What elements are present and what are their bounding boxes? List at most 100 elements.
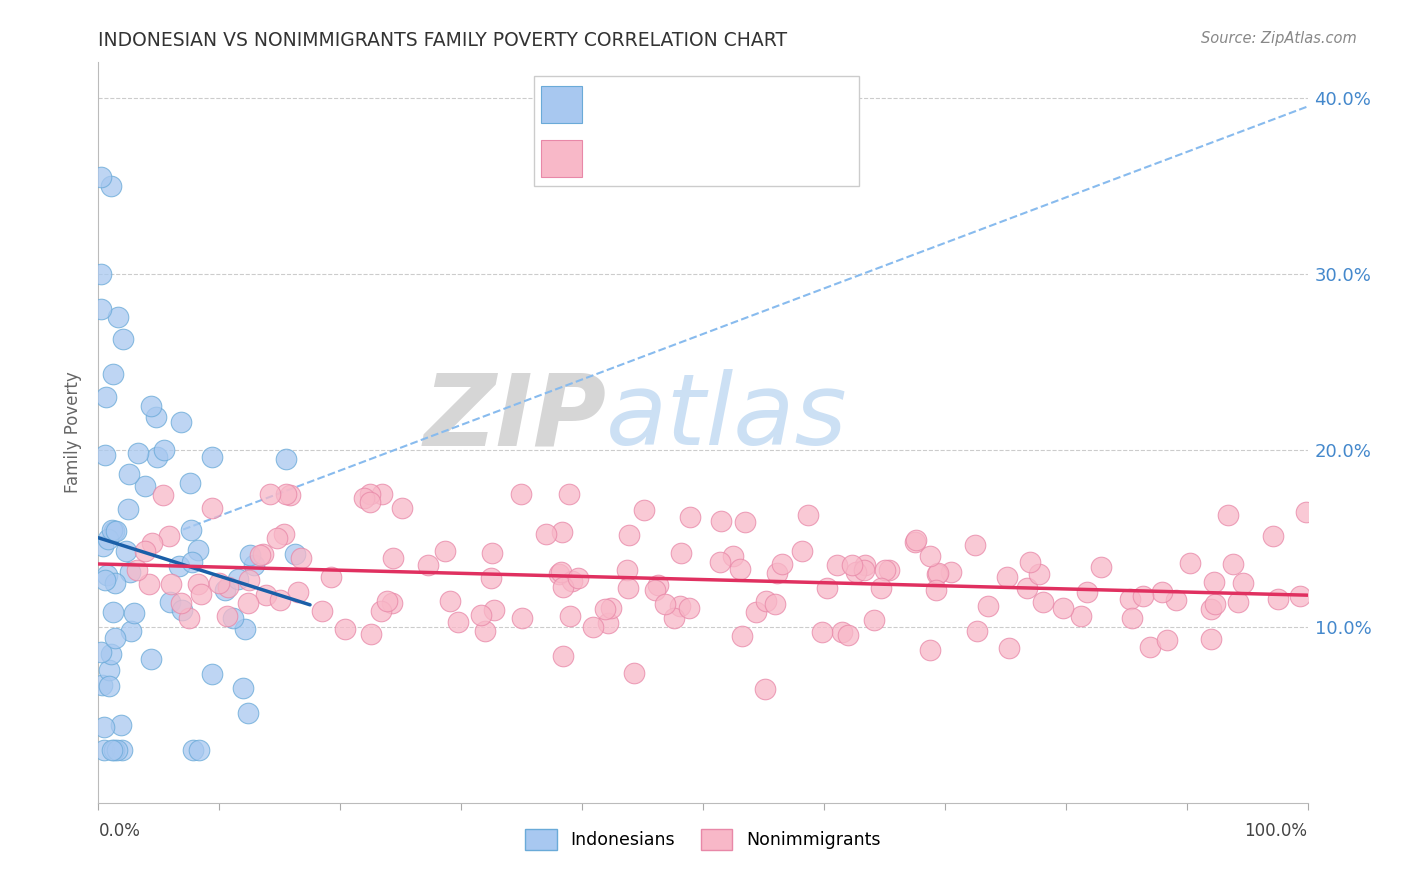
Point	[101, 743, 124, 757]
Point	[553, 580, 575, 594]
Point	[236, 596, 259, 610]
Point	[766, 566, 789, 581]
Point	[678, 601, 700, 615]
Point	[709, 555, 731, 569]
Point	[170, 415, 193, 429]
Point	[94, 448, 117, 462]
Point	[120, 624, 142, 638]
Point	[201, 501, 224, 516]
Point	[995, 570, 1018, 584]
Point	[179, 475, 201, 490]
Point	[273, 526, 295, 541]
Point	[560, 608, 582, 623]
Point	[101, 605, 124, 619]
Point	[754, 681, 776, 696]
Point	[93, 743, 115, 757]
Point	[115, 544, 138, 558]
Point	[617, 582, 640, 596]
Point	[266, 531, 288, 545]
Point	[481, 546, 503, 560]
Point	[100, 648, 122, 662]
Point	[1232, 575, 1254, 590]
Point	[269, 592, 291, 607]
Point	[669, 546, 692, 560]
Point	[845, 565, 868, 579]
Point	[201, 667, 224, 681]
Point	[104, 576, 127, 591]
Point	[1263, 529, 1285, 543]
Point	[145, 450, 167, 465]
Point	[90, 645, 112, 659]
Point	[107, 310, 129, 324]
Point	[963, 538, 986, 552]
Point	[561, 574, 583, 588]
Point	[103, 743, 125, 757]
Point	[416, 558, 439, 573]
Point	[236, 706, 259, 720]
Point	[381, 596, 404, 610]
Point	[167, 559, 190, 574]
Point	[1201, 602, 1223, 616]
Point	[359, 487, 381, 501]
Point	[1218, 508, 1240, 523]
Point	[190, 587, 212, 601]
Point	[94, 573, 117, 587]
Point	[217, 580, 239, 594]
Point	[157, 529, 180, 543]
Point	[925, 583, 948, 598]
Point	[600, 601, 623, 615]
Point	[728, 562, 751, 576]
Point	[127, 446, 149, 460]
Point	[669, 599, 692, 613]
Point	[311, 604, 333, 618]
Point	[232, 681, 254, 695]
Point	[134, 544, 156, 558]
Point	[172, 603, 194, 617]
Point	[117, 502, 139, 516]
Point	[904, 534, 927, 549]
Point	[254, 588, 277, 602]
Point	[470, 608, 492, 623]
Point	[276, 487, 298, 501]
Point	[1119, 592, 1142, 607]
Point	[90, 267, 112, 281]
Point	[1295, 505, 1317, 519]
Point	[226, 572, 249, 586]
Point	[278, 488, 301, 502]
Point	[110, 718, 132, 732]
Point	[1032, 595, 1054, 609]
Point	[117, 467, 139, 481]
Point	[111, 743, 134, 757]
Point	[633, 503, 655, 517]
Text: ZIP: ZIP	[423, 369, 606, 467]
Point	[765, 597, 787, 611]
Point	[1090, 560, 1112, 574]
Point	[616, 563, 638, 577]
Point	[93, 539, 115, 553]
Point	[1052, 601, 1074, 615]
Point	[290, 551, 312, 566]
Point	[120, 565, 142, 579]
Point	[179, 611, 201, 625]
Point	[1018, 555, 1040, 569]
Point	[551, 525, 574, 540]
Point	[734, 515, 756, 529]
Point	[105, 743, 128, 757]
Point	[939, 565, 962, 579]
Point	[709, 514, 731, 528]
Point	[181, 555, 204, 569]
Point	[243, 558, 266, 572]
Point	[831, 624, 853, 639]
Point	[97, 663, 120, 677]
Point	[90, 302, 112, 317]
Point	[370, 487, 392, 501]
Point	[447, 615, 470, 630]
Point	[827, 558, 849, 573]
Point	[96, 568, 118, 582]
Point	[623, 665, 645, 680]
Point	[134, 479, 156, 493]
Point	[1150, 585, 1173, 599]
Point	[1166, 592, 1188, 607]
Point	[927, 566, 949, 580]
Point	[644, 583, 666, 598]
